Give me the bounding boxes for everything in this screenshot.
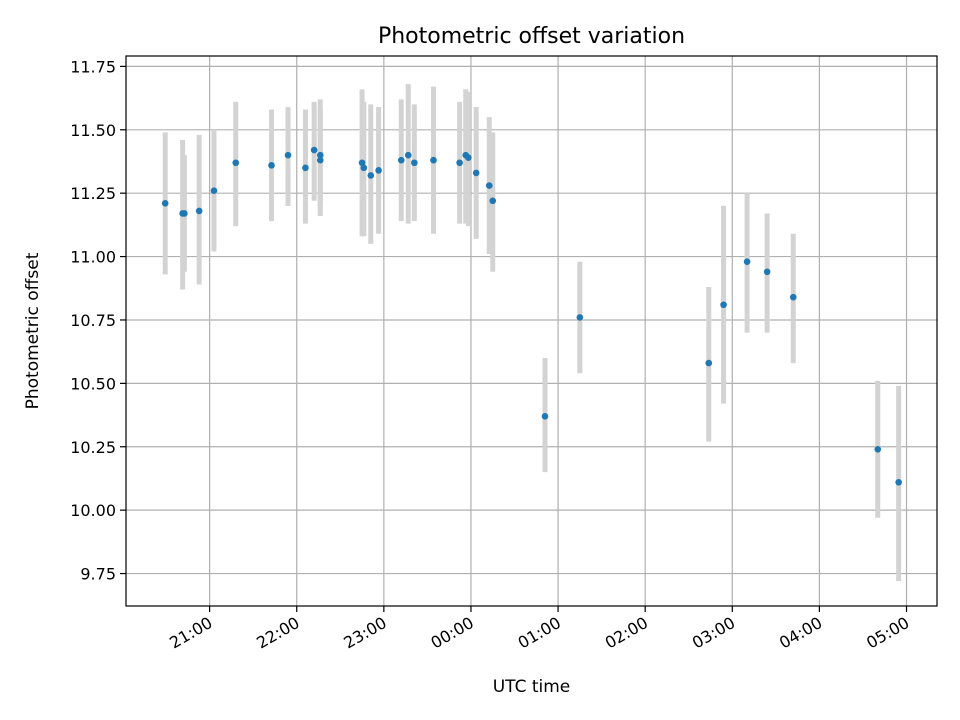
data-point bbox=[268, 161, 275, 169]
y-tick-label: 11.00 bbox=[70, 248, 116, 267]
grid bbox=[126, 56, 937, 606]
y-tick-label: 10.00 bbox=[70, 501, 116, 520]
data-point bbox=[316, 151, 324, 159]
data-point bbox=[743, 258, 751, 265]
data-point bbox=[181, 210, 188, 217]
data-point bbox=[360, 164, 368, 172]
data-point bbox=[465, 154, 472, 161]
data-point bbox=[195, 207, 203, 215]
data-point bbox=[316, 156, 324, 164]
data-point bbox=[302, 164, 309, 172]
data-point bbox=[472, 169, 480, 177]
y-tick-label: 11.75 bbox=[70, 57, 116, 76]
chart-title: Photometric offset variation bbox=[378, 24, 685, 49]
plot-frame bbox=[125, 55, 938, 607]
data-point bbox=[763, 268, 771, 276]
data-point bbox=[310, 146, 318, 154]
data-point bbox=[489, 197, 497, 205]
data-point bbox=[397, 156, 405, 164]
y-tick-label: 10.50 bbox=[70, 374, 116, 393]
data-point bbox=[404, 151, 412, 159]
y-tick-label: 10.75 bbox=[70, 311, 116, 330]
data-point bbox=[411, 159, 418, 167]
data-point bbox=[284, 151, 292, 159]
data-point bbox=[430, 156, 437, 164]
data-point bbox=[456, 159, 463, 167]
y-tick-label: 10.25 bbox=[70, 438, 116, 457]
data-point bbox=[210, 187, 218, 194]
data-point bbox=[375, 167, 382, 174]
data-points bbox=[161, 146, 902, 486]
data-point bbox=[720, 301, 727, 309]
data-point bbox=[789, 293, 797, 301]
data-point bbox=[874, 445, 882, 453]
data-point bbox=[705, 359, 713, 367]
data-point bbox=[367, 172, 375, 179]
data-point bbox=[161, 200, 169, 207]
data-point bbox=[485, 182, 493, 189]
y-axis-label: Photometric offset bbox=[23, 252, 43, 409]
y-tick-label: 11.25 bbox=[70, 184, 116, 203]
y-tick-label: 11.50 bbox=[70, 121, 116, 140]
data-point bbox=[232, 159, 240, 167]
data-point bbox=[358, 159, 366, 167]
x-axis-label: UTC time bbox=[493, 677, 571, 697]
y-tick-label: 9.75 bbox=[80, 565, 116, 584]
data-point bbox=[895, 478, 902, 486]
data-point bbox=[541, 413, 549, 420]
data-point bbox=[576, 314, 584, 321]
